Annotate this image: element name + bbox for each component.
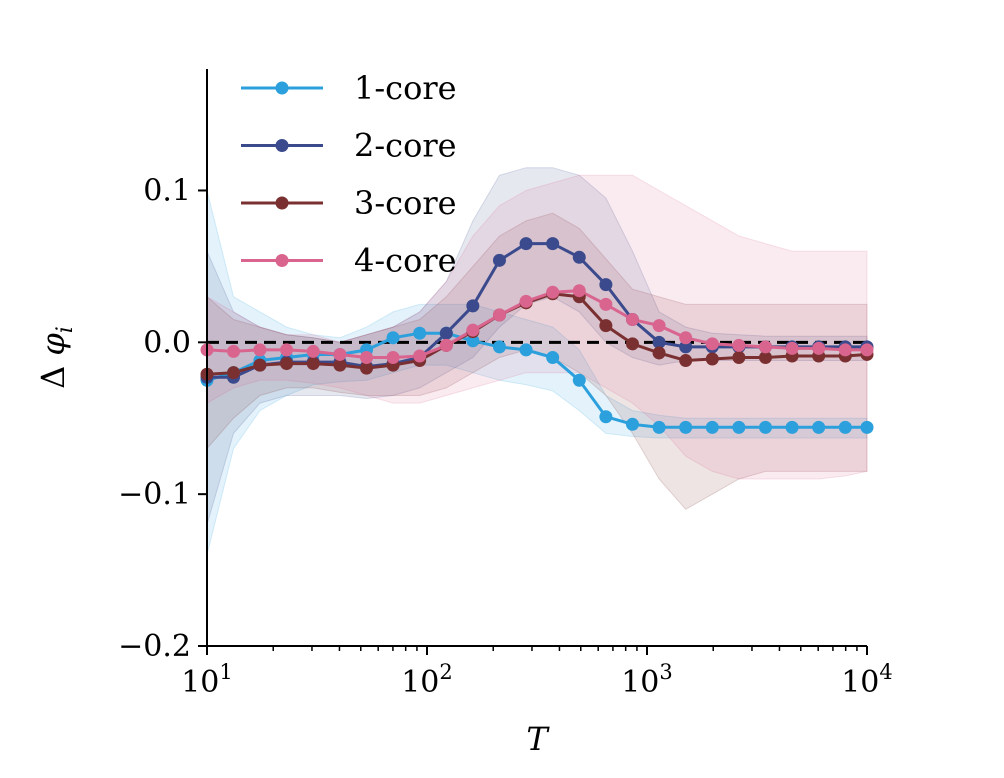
point-series-1 (812, 420, 826, 434)
point-series-4 (253, 343, 267, 357)
point-series-4 (679, 331, 693, 345)
y-tick-label: −0.2 (118, 629, 191, 664)
point-series-3 (732, 351, 746, 364)
point-series-3 (679, 354, 693, 368)
point-series-4 (439, 338, 453, 352)
x-axis-label: T (526, 720, 550, 758)
point-series-4 (860, 343, 874, 357)
y-tick-label: 0.0 (143, 325, 191, 360)
y-tick-label: −0.1 (118, 477, 191, 512)
point-series-4 (785, 341, 799, 355)
legend-marker (275, 81, 289, 95)
legend-label: 2-core (354, 127, 457, 165)
point-series-2 (519, 237, 533, 251)
point-series-1 (546, 351, 560, 364)
point-series-2 (546, 237, 560, 251)
x-tick-label: 103 (621, 660, 673, 700)
legend-marker (275, 139, 289, 152)
point-series-3 (306, 357, 320, 371)
point-series-4 (519, 294, 533, 308)
y-tick-label: 0.1 (143, 173, 191, 208)
point-series-4 (758, 340, 772, 354)
band-series-1 (206, 190, 868, 556)
point-series-1 (758, 420, 772, 434)
point-series-3 (253, 358, 267, 372)
x-tick-label: 101 (181, 660, 233, 700)
x-tick-label: 104 (841, 660, 893, 700)
point-series-4 (492, 308, 506, 322)
legend-marker (275, 254, 289, 267)
point-series-2 (652, 335, 666, 349)
band-series-4 (206, 174, 868, 480)
point-series-1 (625, 417, 639, 431)
legend-label: 3-core (354, 184, 457, 222)
point-series-4 (227, 344, 241, 358)
point-series-1 (572, 373, 586, 387)
point-series-2 (466, 299, 480, 313)
point-series-4 (838, 343, 852, 357)
legend-label: 4-core (354, 242, 457, 280)
point-series-1 (386, 331, 400, 345)
point-series-3 (280, 357, 294, 371)
point-series-1 (679, 420, 693, 434)
point-series-4 (306, 344, 320, 358)
legend-marker (275, 196, 289, 210)
x-tick-label: 102 (401, 660, 453, 700)
point-series-4 (812, 341, 826, 355)
point-series-3 (705, 352, 719, 366)
point-series-3 (360, 361, 374, 375)
point-series-4 (625, 313, 639, 327)
point-series-3 (227, 366, 241, 380)
point-series-1 (732, 420, 746, 434)
point-series-1 (413, 326, 427, 340)
band-series-3 (206, 212, 868, 510)
point-series-4 (360, 351, 374, 364)
point-series-4 (705, 337, 719, 351)
point-series-2 (492, 253, 506, 267)
point-series-2 (679, 340, 693, 354)
point-series-4 (386, 351, 400, 364)
point-series-4 (280, 343, 294, 357)
point-series-4 (546, 285, 560, 299)
point-series-3 (333, 358, 347, 372)
legend: 1-core 2-core 3-core 4-core (241, 69, 457, 280)
point-series-4 (599, 297, 613, 311)
point-series-3 (599, 319, 613, 333)
y-axis-label: Δ φi (34, 326, 78, 389)
point-series-4 (413, 349, 427, 363)
point-series-1 (785, 420, 799, 434)
point-series-4 (333, 347, 347, 361)
point-series-1 (652, 420, 666, 434)
point-series-2 (599, 278, 613, 292)
series-points (200, 237, 874, 434)
point-series-2 (439, 326, 453, 340)
legend-label: 1-core (354, 69, 457, 107)
point-series-1 (838, 420, 852, 434)
point-series-3 (625, 337, 639, 351)
point-series-1 (492, 340, 506, 354)
point-series-2 (572, 250, 586, 264)
point-series-1 (519, 343, 533, 357)
point-series-4 (466, 323, 480, 337)
point-series-1 (599, 410, 613, 424)
point-series-3 (652, 346, 666, 360)
point-series-1 (705, 420, 719, 434)
point-series-4 (572, 284, 586, 298)
point-series-4 (732, 338, 746, 352)
point-series-4 (652, 319, 666, 333)
point-series-1 (860, 420, 874, 434)
point-series-1 (466, 334, 480, 348)
point-series-3 (758, 351, 772, 364)
